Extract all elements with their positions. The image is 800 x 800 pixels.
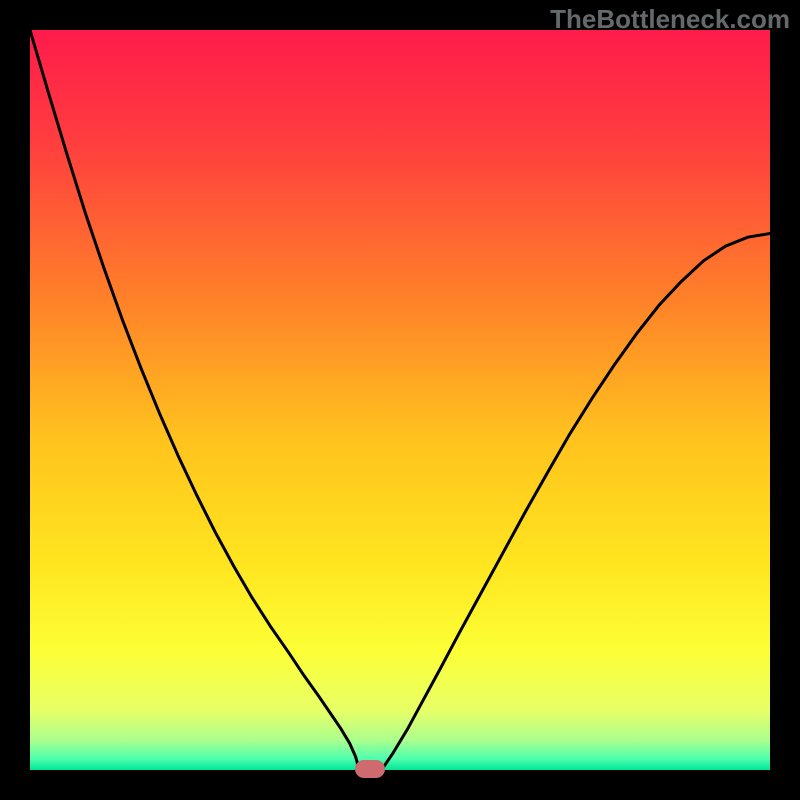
right-curve <box>382 234 771 771</box>
watermark-text: TheBottleneck.com <box>550 4 790 35</box>
plot-area <box>30 30 770 770</box>
chart-frame: TheBottleneck.com <box>0 0 800 800</box>
curve-layer <box>30 30 770 770</box>
minimum-marker <box>355 760 385 778</box>
left-curve <box>30 30 359 770</box>
